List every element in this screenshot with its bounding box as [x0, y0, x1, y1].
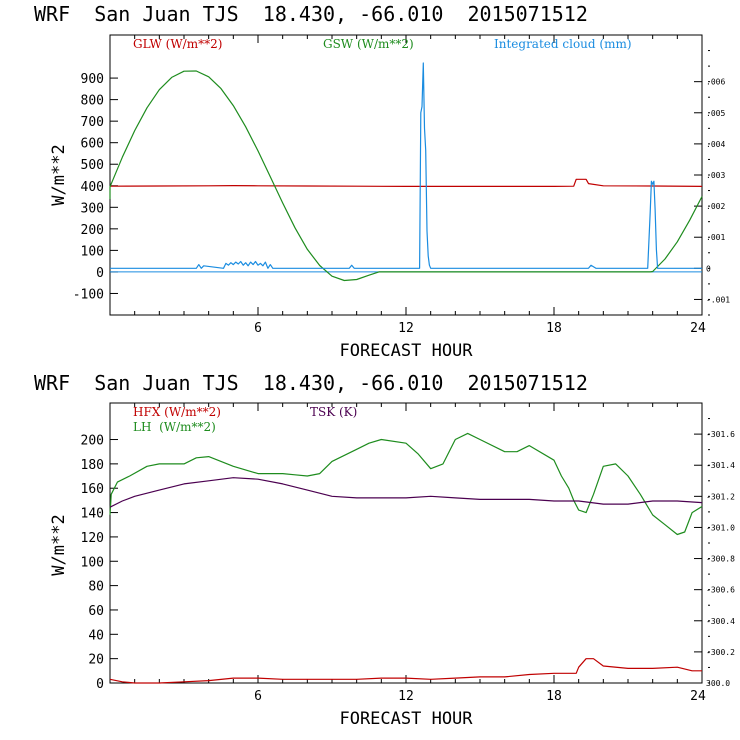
- legend-integrated-cloud: Integrated cloud (mm): [494, 37, 632, 51]
- glw-line: [109, 178, 703, 187]
- y-tick-label: 140: [81, 507, 104, 522]
- y2-tick-label: .004: [706, 140, 725, 149]
- y-tick-label: 600: [81, 137, 104, 152]
- y-tick-label: 0: [96, 677, 104, 692]
- y2-tick-label: -300.8: [706, 555, 735, 564]
- y-tick-label: -100: [73, 287, 104, 302]
- panel-1-plot-frame: [109, 34, 703, 316]
- y-tick-label: 800: [81, 94, 104, 109]
- y-tick-label: 0: [96, 266, 104, 281]
- panel-1: WRF San Juan TJS 18.430, -66.010 2015071…: [34, 2, 730, 361]
- gsw-line: [109, 70, 703, 282]
- y2-tick-label: .002: [706, 202, 725, 211]
- y-tick-label: 160: [81, 482, 104, 497]
- y-tick-label: 80: [88, 580, 104, 595]
- y2-tick-label: -.001: [706, 295, 730, 304]
- panel-1-y-axis-label: W/m**2: [49, 144, 69, 205]
- lh-line: [109, 432, 703, 536]
- y-tick-label: 400: [81, 180, 104, 195]
- panel-2-axes: 6 12 18 24 0 20 40 60 80 100 120 140 160 180 200 300.0 -…: [81, 403, 735, 704]
- y-tick-label: 300: [81, 201, 104, 216]
- y2-tick-label: .003: [706, 171, 725, 180]
- integrated-cloud-line: [110, 62, 702, 269]
- panel-2-title: WRF San Juan TJS 18.430, -66.010 2015071…: [34, 371, 588, 395]
- y-tick-label: 60: [88, 604, 104, 619]
- y2-tick-label: 300.0: [706, 679, 730, 688]
- y2-tick-label: -300.6: [706, 586, 735, 595]
- y2-tick-label: -300.2: [706, 648, 735, 657]
- x-tick-label: 6: [254, 321, 262, 336]
- y2-tick-label: -300.4: [706, 617, 735, 626]
- y-tick-label: 40: [88, 628, 104, 643]
- legend-gsw: GSW (W/m**2): [323, 37, 414, 51]
- panel-1-axes: 6 12 18 24 -100 0 100 200 300 400 500 600 700 800 900 -…: [73, 35, 730, 336]
- x-tick-label: 12: [398, 689, 414, 704]
- legend-lh: LH (W/m**2): [133, 420, 216, 434]
- y-tick-label: 120: [81, 531, 104, 546]
- panel-1-x-axis-label: FORECAST HOUR: [339, 341, 473, 361]
- y2-tick-label: .005: [706, 109, 725, 118]
- legend-tsk: TSK (K): [310, 405, 357, 419]
- y-tick-label: 100: [81, 555, 104, 570]
- y-tick-label: 100: [81, 244, 104, 259]
- panel-2-series: [109, 432, 703, 684]
- y-tick-label: 200: [81, 223, 104, 238]
- x-tick-label: 18: [546, 321, 562, 336]
- panel-2-x-axis-label: FORECAST HOUR: [339, 709, 473, 729]
- y2-tick-label: -301.0: [706, 523, 735, 532]
- legend-glw: GLW (W/m**2): [133, 37, 222, 51]
- y-tick-label: 700: [81, 115, 104, 130]
- y-tick-label: 500: [81, 158, 104, 173]
- x-tick-label: 12: [398, 321, 414, 336]
- panel-1-series: [109, 62, 703, 282]
- panel-2: WRF San Juan TJS 18.430, -66.010 2015071…: [34, 371, 735, 729]
- y-tick-label: 20: [88, 653, 104, 668]
- y-tick-label: 900: [81, 72, 104, 87]
- y2-tick-label: .006: [706, 78, 725, 87]
- panel-2-y-axis-label: W/m**2: [49, 514, 69, 575]
- x-tick-label: 24: [690, 689, 706, 704]
- y2-tick-label: .001: [706, 233, 725, 242]
- x-tick-label: 24: [690, 321, 706, 336]
- y-tick-label: 200: [81, 434, 104, 449]
- y2-tick-label: -301.2: [706, 492, 735, 501]
- panel-1-title: WRF San Juan TJS 18.430, -66.010 2015071…: [34, 2, 588, 26]
- y2-tick-label: -301.6: [706, 430, 735, 439]
- x-tick-label: 18: [546, 689, 562, 704]
- hfx-line: [109, 658, 702, 684]
- tsk-line: [109, 477, 703, 508]
- y2-tick-label: -301.4: [706, 461, 735, 470]
- legend-hfx: HFX (W/m**2): [133, 405, 221, 419]
- y-tick-label: 180: [81, 458, 104, 473]
- x-tick-label: 6: [254, 689, 262, 704]
- panel-2-plot-frame: [109, 402, 703, 684]
